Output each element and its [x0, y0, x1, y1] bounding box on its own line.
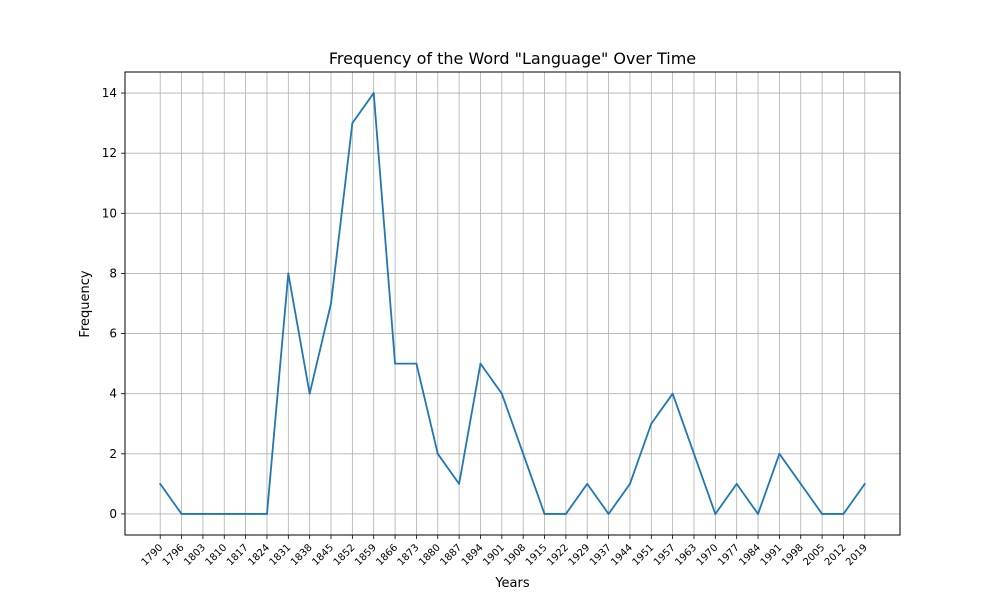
plot-frame: [124, 71, 901, 536]
y-tick-label: 2: [109, 447, 117, 461]
data-point: [522, 452, 525, 455]
data-point: [308, 392, 311, 395]
data-point: [799, 482, 802, 485]
data-point: [287, 272, 290, 275]
grid: [125, 72, 900, 535]
data-point: [735, 482, 738, 485]
y-tick-label: 4: [109, 387, 117, 401]
data-point: [330, 302, 332, 305]
data-point: [436, 452, 439, 455]
data-point: [223, 513, 226, 515]
chart-title: Frequency of the Word "Language" Over Ti…: [329, 49, 696, 68]
data-point: [778, 452, 781, 455]
data-point: [415, 362, 418, 365]
data-point: [394, 362, 396, 365]
data-point: [458, 482, 461, 485]
data-point: [863, 482, 866, 485]
data-point: [671, 392, 674, 395]
data-point: [180, 513, 183, 515]
data-point: [564, 513, 567, 515]
data-point: [500, 392, 503, 395]
data-point: [757, 513, 759, 515]
y-tick-label: 6: [109, 327, 117, 341]
data-point: [842, 513, 845, 515]
data-point: [244, 513, 247, 515]
data-point: [821, 513, 823, 515]
data-point: [202, 513, 204, 515]
data-point: [650, 422, 653, 425]
data-point: [693, 452, 695, 455]
series-layer: [159, 92, 866, 515]
x-axis-label: Years: [494, 576, 530, 591]
data-point: [586, 482, 589, 485]
data-point: [714, 513, 717, 515]
data-point: [266, 513, 268, 515]
data-point: [351, 122, 354, 125]
y-axis-label: Frequency: [78, 270, 93, 337]
data-point: [607, 513, 610, 515]
data-point: [479, 362, 482, 365]
data-point: [159, 482, 162, 485]
y-tick-label: 0: [109, 507, 117, 521]
data-point: [543, 513, 546, 515]
y-tick-label: 8: [109, 266, 117, 280]
data-point: [372, 92, 375, 94]
data-point: [629, 482, 631, 485]
series-line: [159, 92, 866, 515]
y-tick-label: 14: [102, 86, 117, 100]
y-tick-label: 12: [102, 146, 117, 160]
y-axis-ticks: 0 2 4 6 8 10 12 14: [102, 86, 125, 521]
y-tick-label: 10: [102, 206, 117, 220]
